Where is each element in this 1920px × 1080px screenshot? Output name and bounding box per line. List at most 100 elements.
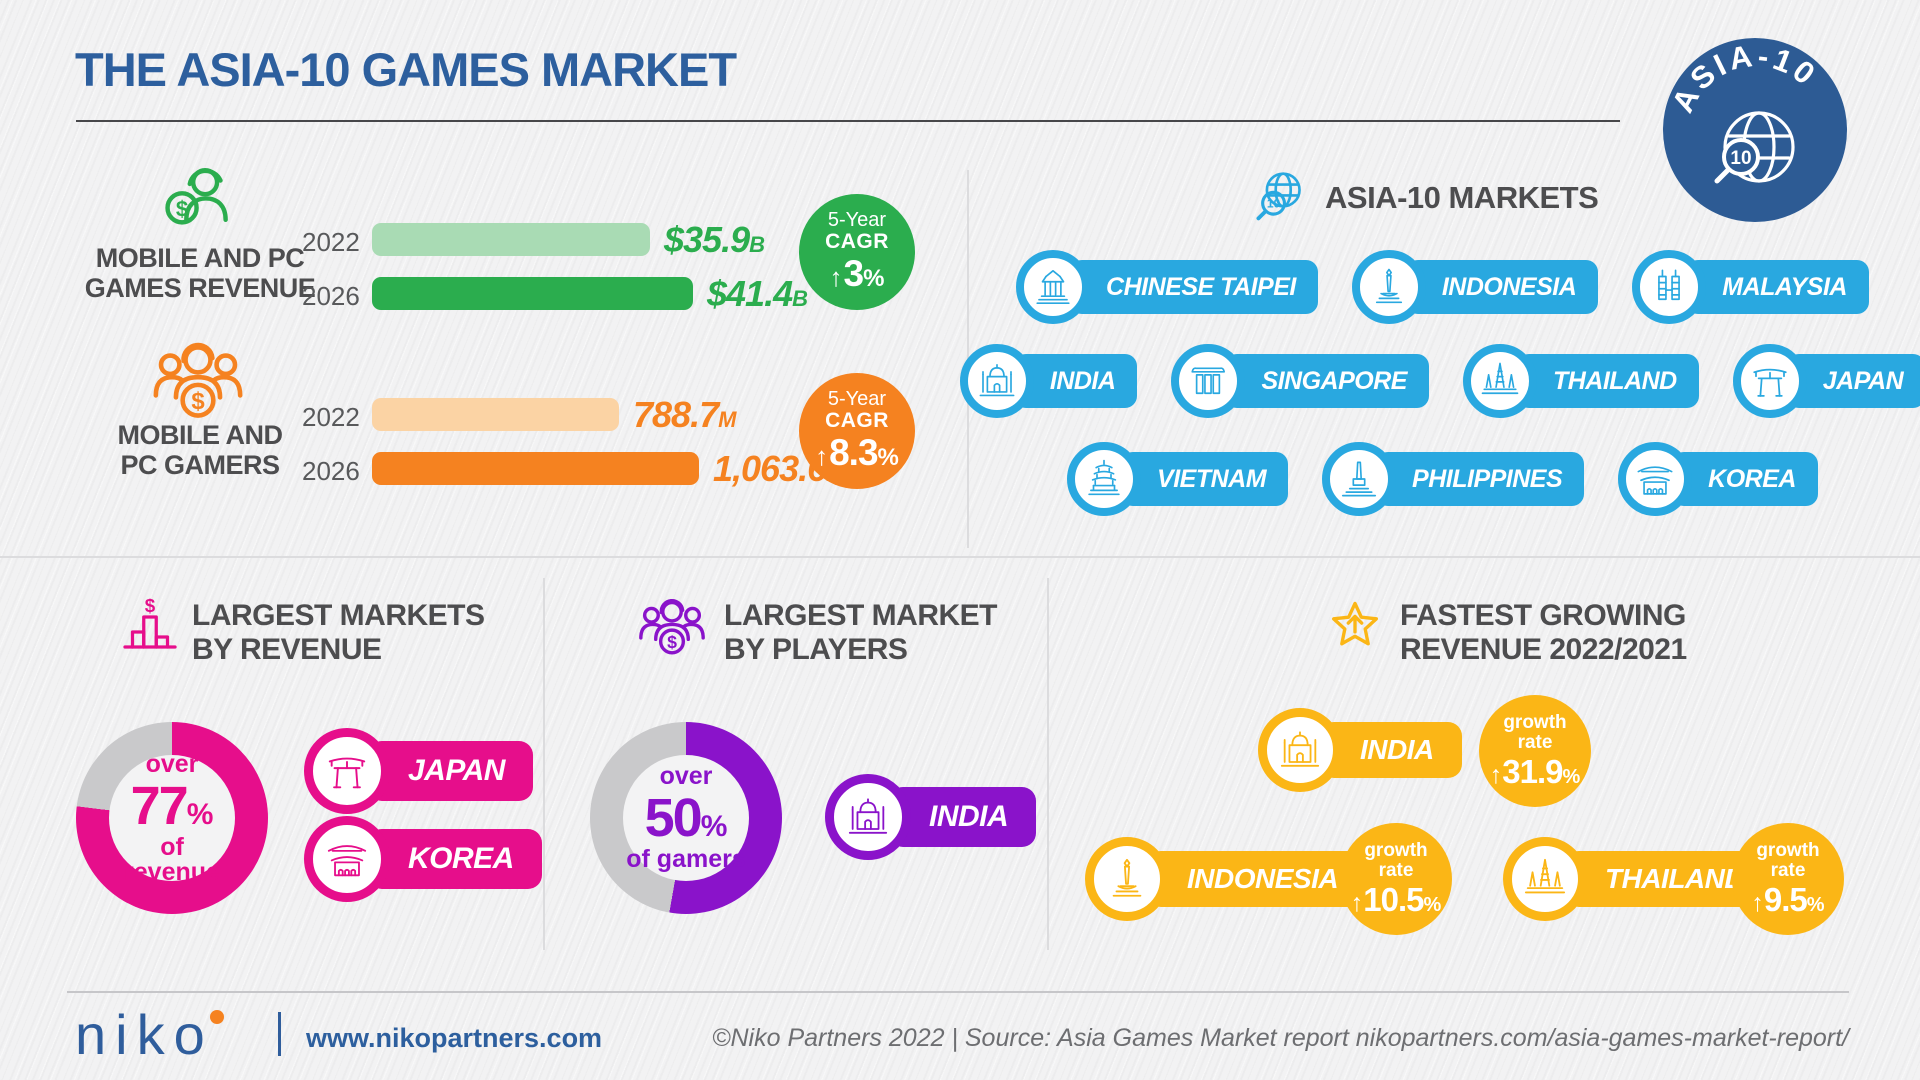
cagr-line2: CAGR	[825, 230, 889, 254]
person-headset-dollar-icon	[159, 160, 241, 242]
footer-divider	[67, 991, 1849, 993]
market-pill-label: CHINESE TAIPEI	[1070, 260, 1318, 314]
bar-value-unit: B	[749, 232, 765, 257]
up-arrow-icon: ↑	[815, 441, 829, 472]
bar-value-unit: M	[718, 407, 736, 432]
players-share-donut: over 50 % of gamers	[590, 722, 782, 914]
market-pill-label: MALAYSIA	[1686, 260, 1869, 314]
market-pill-japan: JAPAN	[1732, 344, 1920, 418]
torii-gate-icon	[1732, 344, 1807, 418]
market-pill-vietnam: VIETNAM	[1067, 442, 1289, 516]
donut-unit: %	[700, 810, 728, 843]
market-pill-india: INDIA	[959, 344, 1138, 418]
globe-magnifier-10-icon	[1253, 167, 1311, 225]
donut-post-label: of revenue	[124, 832, 220, 886]
asia10-globe-magnifier-icon: ASIA-10 10	[1655, 22, 1847, 222]
taj-mahal-icon	[959, 344, 1034, 418]
markets-row-3: VIETNAM PHILIPPINES KOREA	[985, 442, 1900, 516]
korean-gate-icon	[304, 816, 390, 902]
up-arrow-icon: ↑	[1489, 760, 1503, 789]
markets-row-1: CHINESE TAIPEI INDONESIA MALAYSIA	[985, 250, 1900, 324]
donut-pre-label: over	[145, 749, 199, 778]
players-pill-india: INDIA	[825, 774, 1037, 860]
divider-vertical-bottom-1	[543, 578, 545, 950]
asia10-badge: ASIA-10 10	[1655, 22, 1848, 228]
people-group-dollar-icon	[152, 336, 244, 428]
players-pill-label: INDIA	[889, 787, 1037, 847]
wat-arun-icon	[1503, 837, 1587, 921]
fastest-growing-title-line2: REVENUE 2022/2021	[1400, 632, 1687, 666]
growth-value: 10.5	[1363, 880, 1424, 918]
cagr-value: 8.3	[829, 432, 878, 474]
growth-label-line2: rate	[1378, 859, 1414, 881]
donut-post-label: of gamers	[626, 845, 746, 873]
bar-revenue-2026	[372, 277, 693, 310]
divider-horizontal-mid	[0, 556, 1920, 558]
fastest-growing-title: FASTEST GROWING REVENUE 2022/2021	[1400, 599, 1687, 666]
revenue-markets-title: LARGEST MARKETS BY REVENUE	[192, 599, 485, 666]
bar-value: $35.9B	[664, 219, 765, 261]
cagr-line1: 5-Year	[827, 388, 887, 411]
temple-icon	[1016, 250, 1091, 324]
market-pill-singapore: SINGAPORE	[1171, 344, 1429, 418]
revenue-pill-label: JAPAN	[368, 741, 533, 801]
monas-monument-icon	[1085, 837, 1169, 921]
up-arrow-icon: ↑	[1350, 888, 1364, 917]
market-pill-label: SINGAPORE	[1225, 354, 1429, 408]
player-markets-title-line2: BY PLAYERS	[724, 632, 908, 666]
market-pill-label: PHILIPPINES	[1376, 452, 1585, 506]
growth-circle-indonesia: growth rate ↑ 10.5 %	[1340, 823, 1452, 935]
revenue-label-line1: MOBILE AND PC	[95, 243, 305, 273]
svg-text:10: 10	[1730, 148, 1751, 169]
growth-label-line2: rate	[1517, 731, 1553, 753]
revenue-pill-japan: JAPAN	[304, 728, 533, 814]
revenue-markets-title-line1: LARGEST MARKETS	[192, 599, 485, 632]
player-markets-title: LARGEST MARKET BY PLAYERS	[724, 599, 998, 666]
bar-value-number: $35.9	[664, 219, 750, 260]
growth-value: 31.9	[1502, 752, 1563, 790]
growth-unit: %	[1423, 893, 1442, 916]
cagr-unit: %	[877, 444, 899, 472]
bar-gamers-2022	[372, 398, 619, 431]
cagr-circle-revenue: 5-Year CAGR ↑ 3 %	[799, 194, 915, 310]
niko-logo-text: niko	[75, 1003, 214, 1066]
market-pill-label: KOREA	[1672, 452, 1818, 506]
divider-vertical-bottom-2	[1047, 578, 1049, 950]
revenue-pill-korea: KOREA	[304, 816, 542, 902]
growth-label-line2: rate	[1770, 859, 1806, 881]
torii-gate-icon	[304, 728, 390, 814]
market-pill-label: INDIA	[1013, 354, 1138, 408]
growth-pill-indonesia: INDONESIA	[1085, 837, 1367, 921]
star-growth-icon	[1324, 597, 1386, 659]
market-pill-indonesia: INDONESIA	[1351, 250, 1599, 324]
website-link[interactable]: www.nikopartners.com	[306, 1023, 603, 1053]
marina-bay-sands-icon	[1171, 344, 1246, 418]
cagr-unit: %	[863, 265, 885, 293]
donut-unit: %	[186, 797, 214, 831]
niko-logo: niko	[75, 1002, 224, 1067]
cagr-line1: 5-Year	[827, 209, 887, 232]
up-arrow-icon: ↑	[1751, 888, 1764, 917]
donut-value: 50	[644, 788, 703, 848]
market-pill-philippines: PHILIPPINES	[1322, 442, 1585, 516]
market-pill-malaysia: MALAYSIA	[1632, 250, 1869, 324]
bar-gamers-2026	[372, 452, 699, 485]
growth-pill-label: INDIA	[1320, 722, 1462, 778]
source-credit[interactable]: ©Niko Partners 2022 | Source: Asia Games…	[712, 1024, 1849, 1052]
growth-circle-india: growth rate ↑ 31.9 %	[1479, 695, 1591, 807]
bar-value: $41.4B	[707, 273, 808, 315]
market-pill-label: JAPAN	[1786, 354, 1920, 408]
revenue-markets-title-line2: BY REVENUE	[192, 632, 382, 666]
pagoda-icon	[1067, 442, 1142, 516]
markets-row-2: INDIA SINGAPORE THAILAND JAPAN	[959, 344, 1920, 418]
market-pill-korea: KOREA	[1618, 442, 1818, 516]
donut-value: 77	[130, 775, 189, 836]
player-markets-title-line1: LARGEST MARKET	[724, 599, 998, 632]
people-group-dollar-icon	[638, 594, 706, 662]
wat-arun-icon	[1462, 344, 1537, 418]
market-pill-label: INDONESIA	[1405, 260, 1599, 314]
podium-dollar-icon	[120, 597, 180, 657]
twin-towers-icon	[1632, 250, 1707, 324]
footer-separator	[278, 1012, 281, 1056]
